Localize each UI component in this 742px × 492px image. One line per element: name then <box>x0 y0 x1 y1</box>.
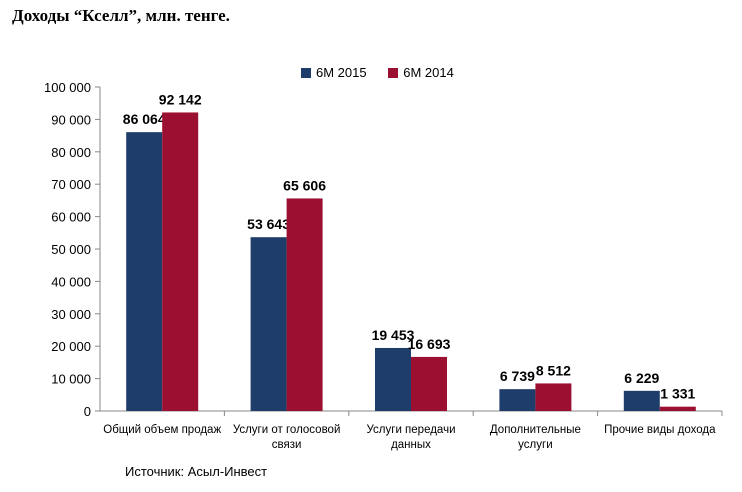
y-tick-label: 90 000 <box>51 112 91 127</box>
bar-2014 <box>535 383 572 411</box>
y-tick-label: 10 000 <box>51 372 91 387</box>
y-tick-label: 0 <box>84 404 91 419</box>
bar-2014 <box>162 112 199 411</box>
y-tick-label: 40 000 <box>51 274 91 289</box>
data-label: 1 331 <box>660 386 695 402</box>
bar-2015 <box>250 237 287 411</box>
y-tick-label: 30 000 <box>51 307 91 322</box>
y-tick-label: 100 000 <box>44 80 91 95</box>
data-label: 53 643 <box>247 216 290 232</box>
x-tick-label: Прочие виды дохода <box>604 424 716 436</box>
bar-2015 <box>126 132 163 411</box>
x-tick-label: Услуги от голосовой <box>233 424 341 436</box>
y-tick-label: 80 000 <box>51 145 91 160</box>
y-tick-label: 60 000 <box>51 210 91 225</box>
data-label: 8 512 <box>536 362 571 378</box>
data-label: 6 229 <box>624 370 659 386</box>
source-note: Источник: Асыл-Инвест <box>125 464 268 479</box>
bar-2014 <box>286 198 323 411</box>
legend-item-2014: 6М 2014 <box>388 65 454 80</box>
data-label: 86 064 <box>123 111 166 127</box>
legend-swatch-2014 <box>388 67 399 78</box>
x-tick-label: Дополнительные <box>490 424 581 436</box>
data-label: 16 693 <box>408 336 451 352</box>
legend-swatch-2015 <box>301 67 311 78</box>
legend: 6М 2015 6М 2014 <box>301 65 472 81</box>
data-label: 92 142 <box>159 91 202 107</box>
x-tick-label: связи <box>272 439 302 451</box>
bar-2015 <box>375 347 411 411</box>
y-tick-label: 70 000 <box>51 177 91 192</box>
y-tick-label: 20 000 <box>51 339 91 354</box>
legend-item-2015: 6М 2015 <box>301 65 367 80</box>
x-tick-label: Услуги передачи <box>367 424 456 436</box>
x-tick-label: Общий объем продаж <box>103 424 221 436</box>
data-label: 6 739 <box>500 368 535 384</box>
bar-2015 <box>623 390 660 411</box>
legend-label-2015: 6М 2015 <box>316 65 367 80</box>
legend-label-2014: 6М 2014 <box>403 65 454 80</box>
bar-2015 <box>499 389 536 411</box>
x-tick-label: данных <box>391 439 431 451</box>
x-tick-label: услуги <box>518 439 552 451</box>
data-label: 19 453 <box>372 327 415 343</box>
bar-2014 <box>659 406 696 411</box>
bar-2014 <box>411 356 447 411</box>
chart-title: Доходы “Кселл”, млн. тенге. <box>12 6 230 25</box>
y-tick-label: 50 000 <box>51 242 91 257</box>
data-label: 65 606 <box>283 177 326 193</box>
